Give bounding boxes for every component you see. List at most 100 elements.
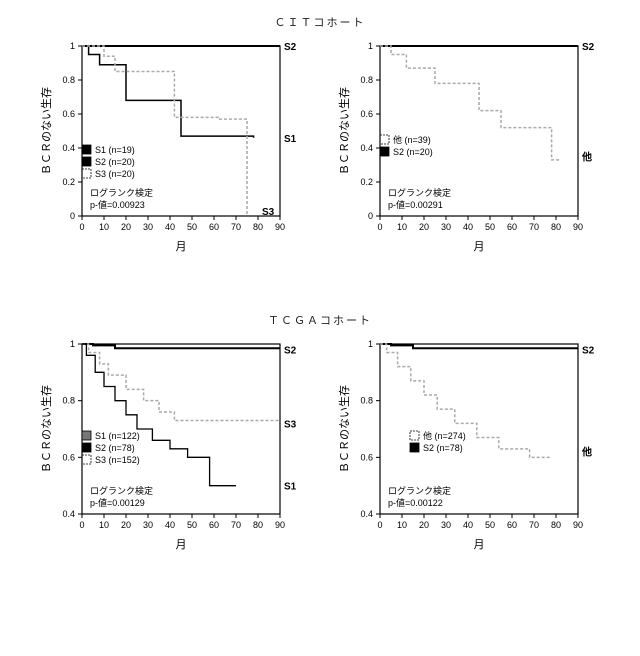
svg-text:60: 60 <box>507 520 517 530</box>
svg-text:S3 (n=20): S3 (n=20) <box>95 169 135 179</box>
chart-cit-left: 010203040506070809000.20.40.60.81月ＢＣＲのない… <box>36 38 306 258</box>
svg-text:他: 他 <box>581 446 592 459</box>
svg-text:S2: S2 <box>582 346 595 357</box>
svg-text:30: 30 <box>441 520 451 530</box>
svg-text:p-値=0.00291: p-値=0.00291 <box>388 199 443 210</box>
svg-text:S1: S1 <box>284 482 297 493</box>
svg-text:S2 (n=78): S2 (n=78) <box>423 443 463 453</box>
svg-text:ＢＣＲのない生存: ＢＣＲのない生存 <box>39 87 53 175</box>
svg-text:0: 0 <box>368 211 373 221</box>
svg-text:20: 20 <box>121 520 131 530</box>
svg-text:0.2: 0.2 <box>62 177 75 187</box>
svg-text:0: 0 <box>79 222 84 232</box>
svg-text:80: 80 <box>253 520 263 530</box>
svg-text:50: 50 <box>187 222 197 232</box>
svg-text:70: 70 <box>231 222 241 232</box>
svg-text:0.8: 0.8 <box>360 75 373 85</box>
svg-text:0: 0 <box>377 222 382 232</box>
row-cit: 010203040506070809000.20.40.60.81月ＢＣＲのない… <box>10 38 630 258</box>
svg-text:0.4: 0.4 <box>62 143 75 153</box>
svg-text:60: 60 <box>507 222 517 232</box>
svg-text:月: 月 <box>176 539 187 551</box>
svg-text:40: 40 <box>165 520 175 530</box>
svg-text:1: 1 <box>70 41 75 51</box>
svg-text:0.8: 0.8 <box>62 75 75 85</box>
svg-text:20: 20 <box>419 222 429 232</box>
svg-text:S2: S2 <box>284 42 297 53</box>
svg-text:0: 0 <box>70 211 75 221</box>
svg-text:70: 70 <box>231 520 241 530</box>
svg-text:S3: S3 <box>284 419 297 430</box>
svg-text:40: 40 <box>165 222 175 232</box>
svg-text:0: 0 <box>377 520 382 530</box>
svg-text:ＢＣＲのない生存: ＢＣＲのない生存 <box>337 87 351 175</box>
svg-text:ＢＣＲのない生存: ＢＣＲのない生存 <box>337 385 351 473</box>
svg-text:月: 月 <box>176 241 187 253</box>
svg-text:10: 10 <box>99 222 109 232</box>
svg-text:p-値=0.00122: p-値=0.00122 <box>388 497 443 508</box>
svg-text:他 (n=274): 他 (n=274) <box>423 430 466 441</box>
svg-text:70: 70 <box>529 222 539 232</box>
svg-text:S2: S2 <box>284 346 297 357</box>
svg-text:60: 60 <box>209 222 219 232</box>
row-tcga: 01020304050607080900.40.60.81月ＢＣＲのない生存S2… <box>10 336 630 556</box>
svg-text:50: 50 <box>485 222 495 232</box>
svg-text:80: 80 <box>253 222 263 232</box>
svg-text:S3 (n=152): S3 (n=152) <box>95 455 140 465</box>
svg-text:1: 1 <box>368 41 373 51</box>
svg-text:10: 10 <box>397 222 407 232</box>
svg-text:10: 10 <box>397 520 407 530</box>
svg-text:70: 70 <box>529 520 539 530</box>
svg-text:90: 90 <box>275 520 285 530</box>
svg-text:10: 10 <box>99 520 109 530</box>
svg-text:ログランク検定: ログランク検定 <box>388 187 451 198</box>
svg-text:60: 60 <box>209 520 219 530</box>
svg-text:0.8: 0.8 <box>62 396 75 406</box>
chart-tcga-right: 0 10 20 30 40 50 60 70 80 90 0.4 0.6 0.8 1 月 ＢＣＲのない生存 S2… <box>334 336 604 556</box>
svg-text:1: 1 <box>70 339 75 349</box>
svg-text:80: 80 <box>551 222 561 232</box>
svg-text:30: 30 <box>441 222 451 232</box>
svg-text:1: 1 <box>368 339 373 349</box>
svg-text:30: 30 <box>143 520 153 530</box>
svg-text:0.4: 0.4 <box>360 143 373 153</box>
svg-text:0.6: 0.6 <box>360 452 373 462</box>
svg-text:0.8: 0.8 <box>360 396 373 406</box>
chart-tcga-left: 0 10 20 30 40 50 60 70 80 90 0.4 0.6 0.8 1 月 ＢＣＲのない生存 S2… <box>36 336 306 556</box>
section-cit: ＣＩＴコホート 010203040506070809000.20.40.60.8… <box>10 14 630 258</box>
svg-text:20: 20 <box>121 222 131 232</box>
svg-text:0.4: 0.4 <box>360 509 373 519</box>
svg-text:他 (n=39): 他 (n=39) <box>393 134 431 145</box>
svg-text:50: 50 <box>187 520 197 530</box>
svg-text:80: 80 <box>551 520 561 530</box>
svg-text:90: 90 <box>573 222 583 232</box>
svg-text:20: 20 <box>419 520 429 530</box>
svg-text:他: 他 <box>581 151 592 164</box>
section-spacer <box>10 268 630 308</box>
svg-text:S1 (n=122): S1 (n=122) <box>95 431 140 441</box>
section-tcga: ＴＣＧＡコホート 01020304050607080900.40.60.81月Ｂ… <box>10 312 630 556</box>
page: ＣＩＴコホート 010203040506070809000.20.40.60.8… <box>10 14 630 556</box>
svg-text:0: 0 <box>79 520 84 530</box>
svg-text:S3: S3 <box>262 207 275 218</box>
svg-text:S2 (n=20): S2 (n=20) <box>95 157 135 167</box>
svg-text:50: 50 <box>485 520 495 530</box>
svg-text:月: 月 <box>474 539 485 551</box>
svg-text:p-値=0.00129: p-値=0.00129 <box>90 497 145 508</box>
svg-text:0.4: 0.4 <box>62 509 75 519</box>
svg-text:90: 90 <box>275 222 285 232</box>
section-title-tcga: ＴＣＧＡコホート <box>10 312 630 328</box>
chart-cit-right: 010203040506070809000.20.40.60.81月ＢＣＲのない… <box>334 38 604 258</box>
svg-text:S2: S2 <box>582 42 595 53</box>
svg-text:90: 90 <box>573 520 583 530</box>
svg-text:0.6: 0.6 <box>62 452 75 462</box>
svg-text:30: 30 <box>143 222 153 232</box>
svg-text:S1 (n=19): S1 (n=19) <box>95 145 135 155</box>
svg-text:ログランク検定: ログランク検定 <box>90 187 153 198</box>
svg-text:月: 月 <box>474 241 485 253</box>
svg-text:S2 (n=20): S2 (n=20) <box>393 147 433 157</box>
svg-text:ＢＣＲのない生存: ＢＣＲのない生存 <box>39 385 53 473</box>
svg-text:S2 (n=78): S2 (n=78) <box>95 443 135 453</box>
svg-text:0.2: 0.2 <box>360 177 373 187</box>
svg-text:40: 40 <box>463 520 473 530</box>
